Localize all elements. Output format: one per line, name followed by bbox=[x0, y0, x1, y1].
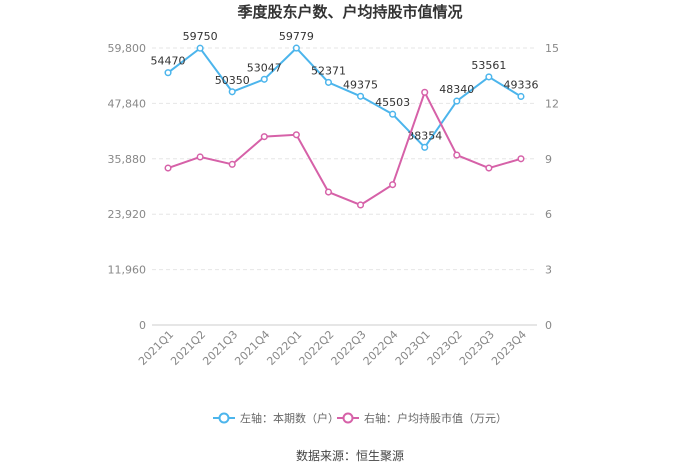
data-label: 52371 bbox=[311, 64, 346, 77]
legend-label-right: 右轴：户均持股市值（万元） bbox=[364, 411, 507, 425]
data-point[interactable] bbox=[389, 181, 397, 189]
series-line-holders bbox=[167, 46, 522, 149]
data-label: 38354 bbox=[407, 129, 442, 142]
data-point[interactable] bbox=[421, 88, 429, 96]
gridlines bbox=[152, 47, 537, 326]
data-point[interactable] bbox=[421, 143, 429, 151]
source-note: 数据来源：恒生聚源 bbox=[296, 448, 404, 463]
data-label: 54470 bbox=[151, 55, 186, 68]
right-axis-tick-label: 9 bbox=[545, 153, 552, 166]
right-axis-tick-label: 6 bbox=[545, 208, 552, 221]
right-axis-tick-label: 3 bbox=[545, 264, 552, 277]
legend-item-left-series[interactable]: 左轴：本期数（户） bbox=[213, 411, 339, 425]
left-axis-tick-label: 59,800 bbox=[108, 42, 147, 55]
data-point[interactable] bbox=[453, 151, 461, 159]
left-axis-tick-label: 47,840 bbox=[108, 97, 147, 110]
data-point[interactable] bbox=[453, 97, 461, 105]
left-axis-tick-label: 23,920 bbox=[108, 208, 147, 221]
legend-marker-left bbox=[218, 412, 230, 424]
left-axis-ticks: 0 11,960 23,920 35,880 47,840 59,800 bbox=[108, 42, 147, 332]
left-axis-tick-label: 11,960 bbox=[108, 264, 147, 277]
x-axis-tick-label: 2023Q4 bbox=[489, 328, 529, 368]
data-label: 53047 bbox=[247, 61, 282, 74]
chart-title: 季度股东户数、户均持股市值情况 bbox=[237, 3, 462, 21]
data-point[interactable] bbox=[164, 164, 172, 172]
data-point[interactable] bbox=[196, 153, 204, 161]
legend-marker-right bbox=[342, 412, 354, 424]
data-label: 49375 bbox=[343, 78, 378, 91]
left-axis-tick-label: 35,880 bbox=[108, 153, 147, 166]
legend-label-left: 左轴：本期数（户） bbox=[240, 411, 339, 425]
data-point[interactable] bbox=[260, 75, 268, 83]
data-point[interactable] bbox=[164, 69, 172, 77]
data-point[interactable] bbox=[228, 88, 236, 96]
right-axis-ticks: 0 3 6 9 12 15 bbox=[545, 42, 559, 332]
legend-item-right-series[interactable]: 右轴：户均持股市值（万元） bbox=[337, 411, 507, 425]
data-point[interactable] bbox=[228, 160, 236, 168]
data-point[interactable] bbox=[485, 164, 493, 172]
data-point[interactable] bbox=[389, 110, 397, 118]
data-point[interactable] bbox=[517, 155, 525, 163]
data-point[interactable] bbox=[260, 133, 268, 141]
data-point[interactable] bbox=[356, 201, 365, 209]
legend[interactable]: 左轴：本期数（户） 右轴：户均持股市值（万元） bbox=[213, 411, 507, 425]
data-point[interactable] bbox=[324, 78, 333, 86]
data-label: 50350 bbox=[215, 74, 250, 87]
right-axis-tick-label: 15 bbox=[545, 42, 559, 55]
data-label: 45503 bbox=[375, 96, 410, 109]
series-line-avg-value bbox=[167, 89, 522, 207]
x-axis-ticks: 2021Q12021Q22021Q32021Q42022Q12022Q22022… bbox=[136, 328, 529, 368]
right-axis-tick-label: 0 bbox=[545, 319, 552, 332]
data-point[interactable] bbox=[517, 92, 525, 101]
data-point[interactable] bbox=[196, 44, 204, 52]
data-label: 59779 bbox=[279, 30, 314, 43]
data-label: 49336 bbox=[503, 78, 538, 91]
right-axis-tick-label: 12 bbox=[545, 97, 559, 110]
data-point[interactable] bbox=[292, 131, 300, 139]
data-point[interactable] bbox=[356, 92, 365, 100]
data-label: 59750 bbox=[183, 30, 218, 43]
data-point[interactable] bbox=[324, 188, 333, 196]
data-point[interactable] bbox=[485, 73, 493, 81]
data-point[interactable] bbox=[292, 44, 300, 52]
data-label: 53561 bbox=[471, 59, 506, 72]
data-label: 48340 bbox=[439, 83, 474, 96]
left-axis-tick-label: 0 bbox=[139, 319, 146, 332]
